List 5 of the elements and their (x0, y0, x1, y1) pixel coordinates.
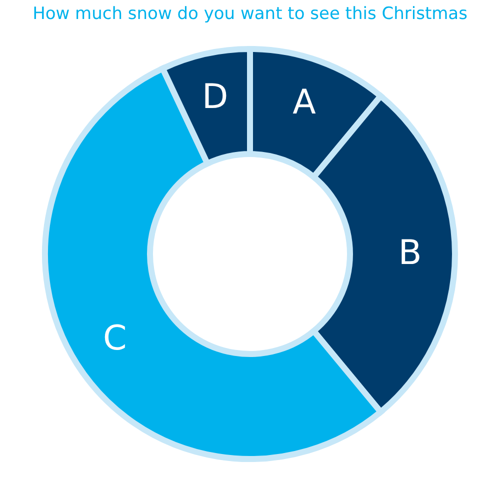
slice-label: A (292, 82, 316, 122)
chart-title: How much snow do you want to see this Christmas (32, 4, 468, 24)
slice-label: C (103, 318, 127, 359)
slice-label: D (202, 76, 228, 117)
slice-label: B (398, 233, 422, 273)
